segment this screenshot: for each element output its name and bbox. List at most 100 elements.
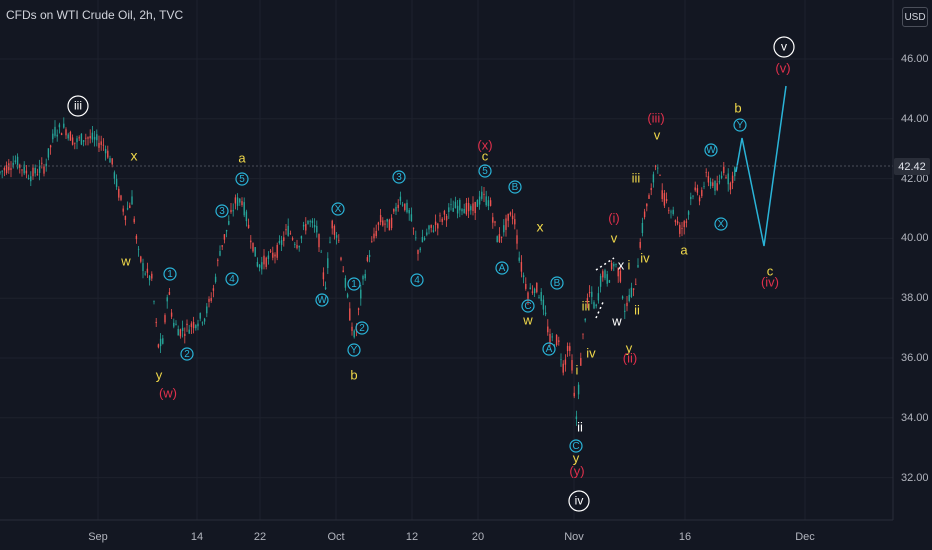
candle-body xyxy=(533,288,536,294)
wave-label: 4 xyxy=(229,274,235,285)
chart-grid xyxy=(0,0,893,520)
candle-body xyxy=(720,175,723,178)
candle-body xyxy=(153,301,155,303)
wave-label-ring xyxy=(508,180,522,194)
candle-body xyxy=(696,188,699,193)
candle-body xyxy=(727,173,729,185)
candle-body xyxy=(558,340,560,342)
candle-body xyxy=(610,263,613,270)
candle-body xyxy=(582,333,584,335)
candle-body xyxy=(349,308,351,321)
wave-label: (y) xyxy=(569,463,584,478)
candle-body xyxy=(621,296,624,299)
candle-body xyxy=(188,329,190,334)
candle-body xyxy=(672,209,674,215)
candle-body xyxy=(573,392,575,397)
wave-label: C xyxy=(524,301,531,312)
candle-body xyxy=(166,297,168,302)
candle-body xyxy=(184,333,186,336)
candle-body xyxy=(148,276,151,281)
price-tick: 46.00 xyxy=(901,53,929,65)
candle-body xyxy=(718,181,721,183)
candle-body xyxy=(276,245,278,258)
candle-body xyxy=(223,234,226,240)
wave-label: 1 xyxy=(351,279,357,290)
wave-label: ii xyxy=(577,419,583,434)
candle-body xyxy=(265,257,267,267)
candle-body xyxy=(3,167,6,171)
wave-label: w xyxy=(120,253,131,268)
candle-body xyxy=(283,237,285,241)
time-tick: 22 xyxy=(253,531,267,543)
candle-body xyxy=(384,223,386,225)
candle-body xyxy=(399,196,402,201)
candle-body xyxy=(630,287,633,298)
candle-body xyxy=(98,142,100,148)
candle-body xyxy=(373,233,375,239)
candle-body xyxy=(437,223,439,229)
candle-body xyxy=(144,273,146,275)
candle-body xyxy=(668,209,670,211)
time-tick: Oct xyxy=(327,531,345,543)
candle-body xyxy=(626,302,628,307)
candle-body xyxy=(87,137,89,139)
candle-body xyxy=(104,149,107,154)
candle-body xyxy=(195,325,197,329)
candle-body xyxy=(408,210,410,214)
wave-label: i xyxy=(576,362,579,377)
candle-body xyxy=(714,180,716,191)
time-axis[interactable] xyxy=(0,520,893,550)
candle-body xyxy=(461,209,463,212)
candle-body xyxy=(278,240,281,244)
candle-body xyxy=(5,165,8,174)
wave-label: W xyxy=(317,295,327,306)
candle-body xyxy=(67,134,69,139)
candle-body xyxy=(25,170,28,174)
candle-body xyxy=(313,224,316,228)
wave-iii-circled: iii xyxy=(74,99,82,113)
wave-label: (v) xyxy=(775,60,790,75)
candle-body xyxy=(729,182,732,190)
candle-body xyxy=(8,163,10,171)
candle-body xyxy=(41,162,43,164)
candle-body xyxy=(450,204,452,206)
candle-body xyxy=(269,250,272,252)
wave-label: y xyxy=(626,340,633,355)
candle-body xyxy=(525,283,527,289)
candle-body xyxy=(467,203,470,212)
wave-label-ring xyxy=(521,299,535,313)
candle-body xyxy=(239,198,241,203)
wave-label: w xyxy=(522,312,533,327)
candle-body xyxy=(65,129,67,136)
wave-label-ring xyxy=(235,172,249,186)
candle-body xyxy=(164,315,166,323)
candle-body xyxy=(371,241,373,243)
candle-body xyxy=(256,261,259,267)
candle-body xyxy=(657,167,659,169)
candle-body xyxy=(518,257,520,261)
candle-body xyxy=(157,344,160,348)
candle-body xyxy=(201,322,204,324)
wave-label: (iv) xyxy=(761,274,779,289)
candle-body xyxy=(137,248,140,250)
wave-label: x xyxy=(131,148,138,164)
candle-body xyxy=(82,140,85,142)
candle-body xyxy=(129,205,131,208)
wave-label: 4 xyxy=(414,275,420,286)
currency-button[interactable]: USD xyxy=(902,7,928,27)
candle-body xyxy=(544,312,547,315)
candle-body xyxy=(43,166,45,174)
candle-body xyxy=(670,211,672,213)
candle-body xyxy=(386,218,388,222)
candle-body xyxy=(540,292,542,302)
candle-body xyxy=(415,237,417,239)
price-axis[interactable] xyxy=(893,0,932,520)
candle-body xyxy=(637,265,639,268)
candle-body xyxy=(432,230,435,232)
candle-body xyxy=(228,221,230,225)
candle-body xyxy=(91,132,94,140)
candle-body xyxy=(151,273,153,279)
wave-v-circled: v xyxy=(781,40,787,54)
candle-body xyxy=(291,238,294,240)
